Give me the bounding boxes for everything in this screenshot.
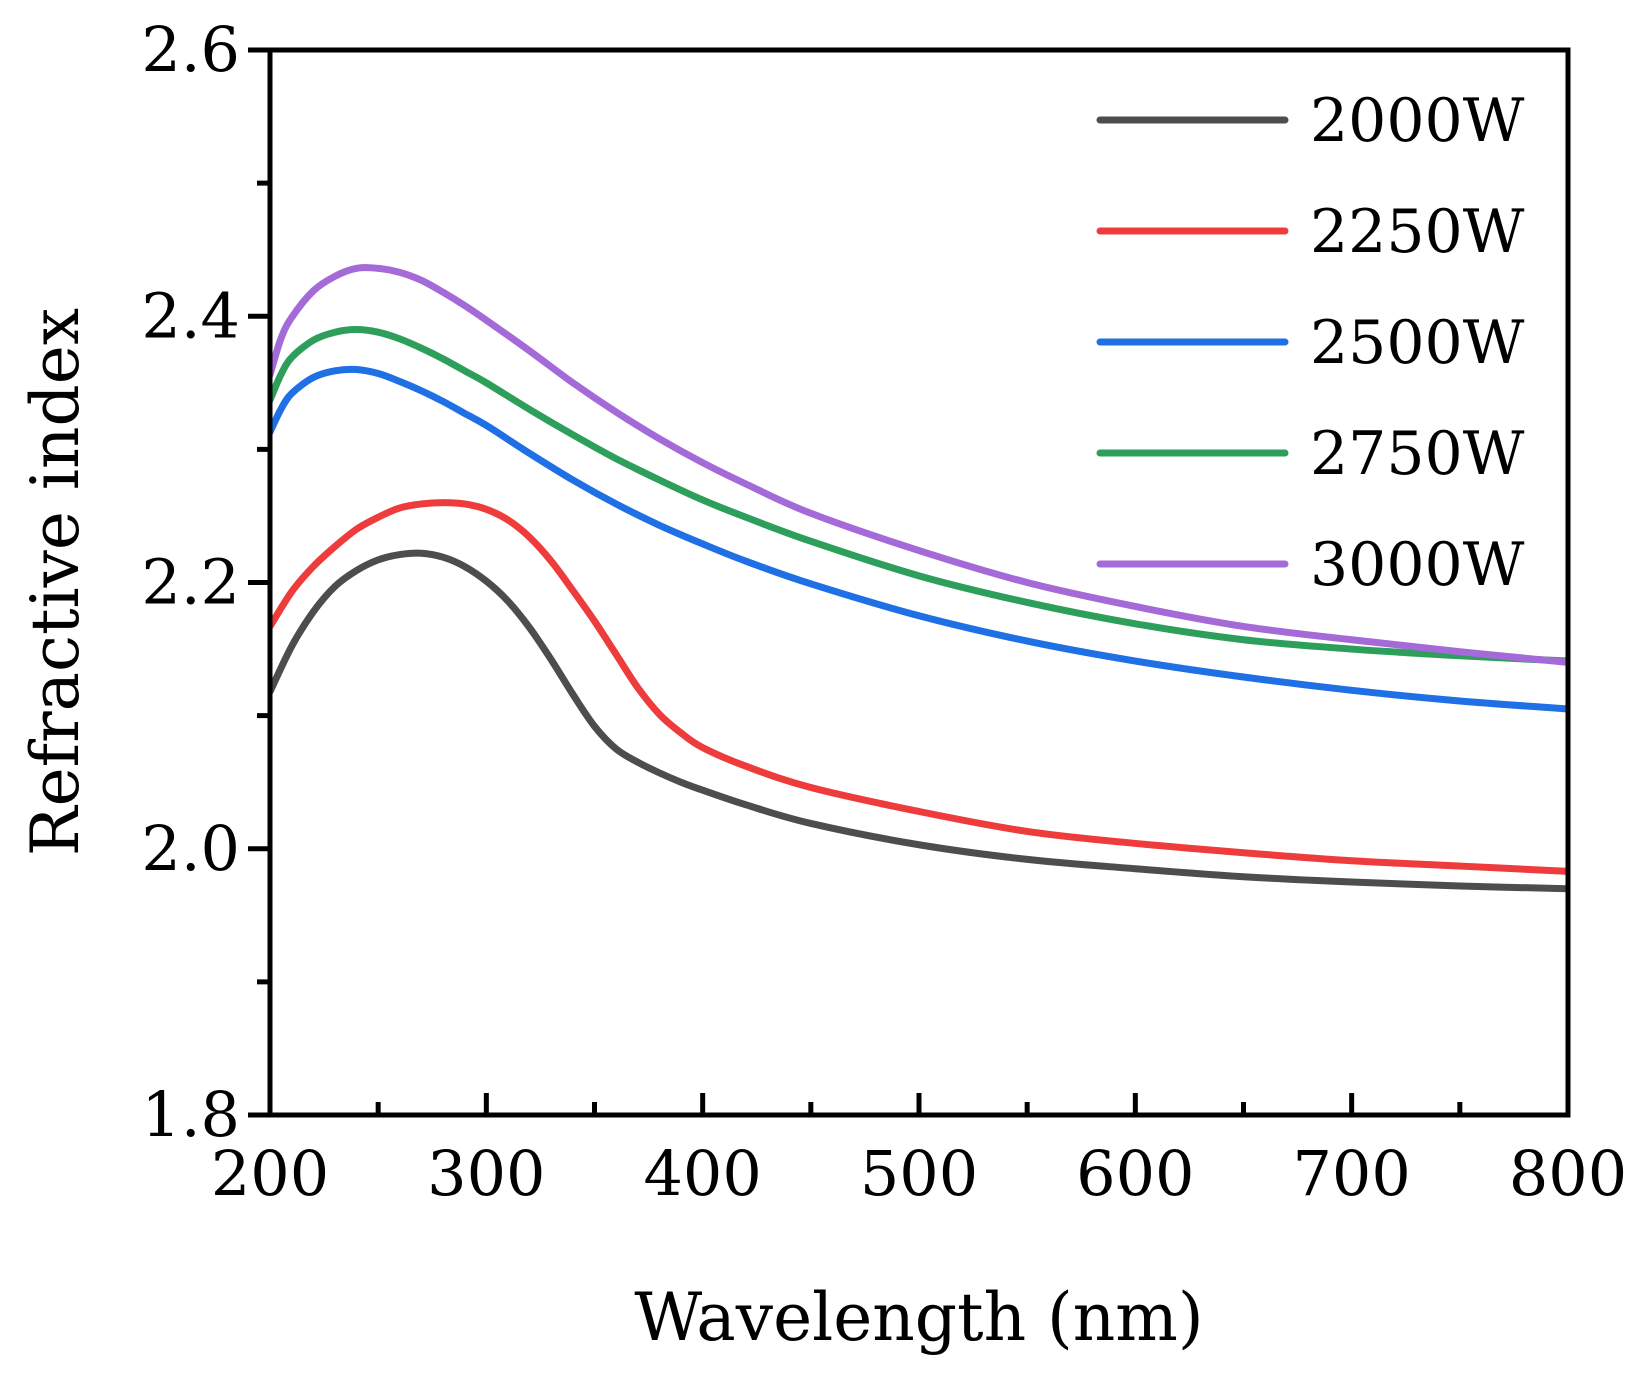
legend: 2000W 2250W 2500W 2750W 3000W	[1096, 86, 1525, 600]
y-axis-title: Refractive index	[17, 308, 94, 856]
x-tick-label: 300	[427, 1137, 545, 1210]
x-tick-label: 200	[211, 1137, 329, 1210]
y-tick-label: 2.0	[141, 812, 240, 885]
y-tick-label: 2.6	[141, 13, 240, 86]
y-tick-label: 2.2	[141, 546, 240, 619]
legend-label-3000W: 3000W	[1310, 530, 1525, 600]
x-tick-label: 700	[1292, 1137, 1410, 1210]
series-line-2000W	[270, 549, 1568, 893]
legend-label-2500W: 2500W	[1310, 308, 1525, 378]
series-line-2750W	[270, 326, 1568, 665]
x-tick-label: 600	[1076, 1137, 1194, 1210]
x-tick-label: 800	[1509, 1137, 1627, 1210]
x-axis-title: Wavelength (nm)	[634, 1279, 1203, 1356]
y-tick-label: 2.4	[141, 279, 240, 352]
series-line-2250W	[270, 499, 1568, 875]
x-tick-label: 400	[643, 1137, 761, 1210]
legend-label-2000W: 2000W	[1310, 86, 1525, 156]
x-tick-label: 500	[860, 1137, 978, 1210]
series-layer	[270, 264, 1568, 893]
series-line-3000W	[270, 264, 1568, 666]
tick-layer: 200 300 400 500 600 700 800 1.8 2.0 2.2 2.4 2.6	[141, 13, 1627, 1210]
legend-label-2750W: 2750W	[1310, 419, 1525, 489]
y-tick-label: 1.8	[141, 1078, 240, 1151]
series-line-2500W	[270, 365, 1568, 713]
legend-label-2250W: 2250W	[1310, 197, 1525, 267]
